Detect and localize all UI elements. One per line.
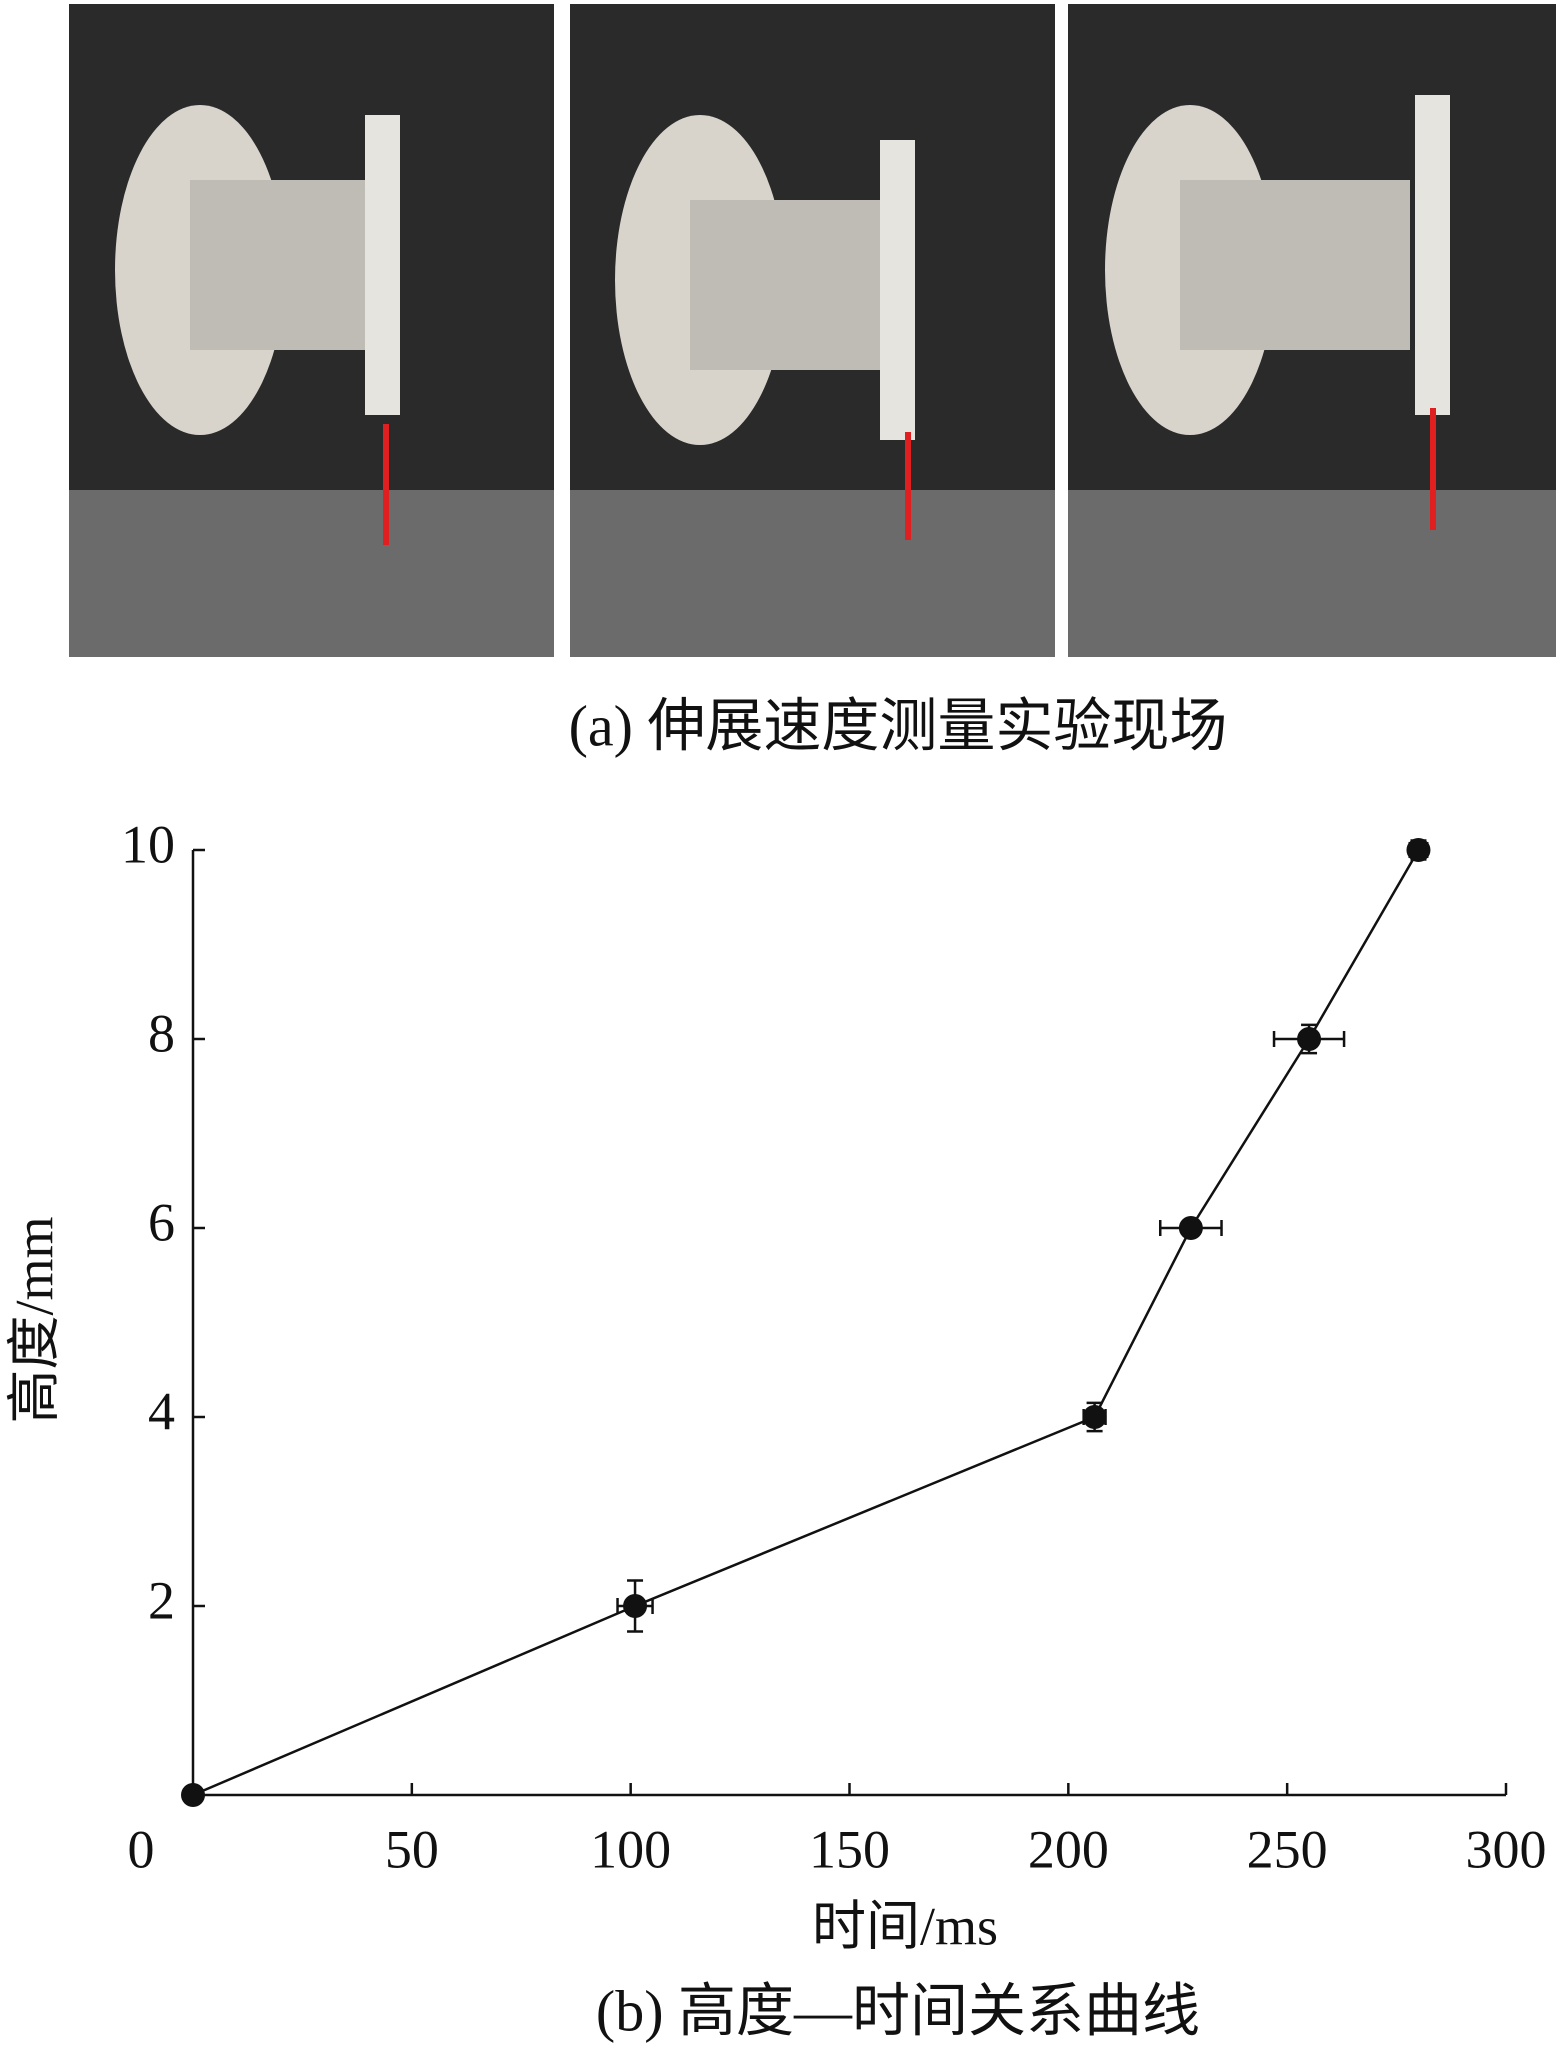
x-tick-label: 150	[809, 1819, 890, 1879]
x-tick-label: 100	[590, 1819, 671, 1879]
data-point	[1082, 1405, 1107, 1429]
caption: (b) 高度—时间关系曲线	[596, 1978, 1200, 2043]
photo-panels	[69, 4, 1556, 657]
y-axis-title: 高度/mm	[4, 1216, 64, 1423]
y-tick-label: 8	[148, 1003, 175, 1063]
x-tick-label: 200	[1028, 1819, 1109, 1879]
x-tick-label: 250	[1247, 1819, 1328, 1879]
y-tick-label: 2	[148, 1570, 175, 1630]
x-tick-label: 0	[128, 1819, 155, 1879]
y-tick-label: 6	[148, 1192, 175, 1252]
data-point	[1297, 1027, 1322, 1051]
photo	[1068, 4, 1556, 657]
data-line	[192, 849, 1420, 1797]
data-point	[1178, 1216, 1203, 1240]
y-tick-label: 4	[148, 1381, 175, 1441]
data-point	[1406, 838, 1431, 862]
photo	[69, 4, 554, 657]
photo	[570, 4, 1055, 657]
data-point	[181, 1783, 205, 1807]
x-axis-title: 时间/ms	[812, 1896, 998, 1956]
y-tick-label: 10	[121, 814, 175, 874]
x-tick-label: 300	[1466, 1819, 1547, 1879]
caption: (a) 伸展速度测量实验现场	[569, 693, 1228, 758]
x-tick-label: 50	[385, 1819, 439, 1879]
data-point	[623, 1594, 648, 1618]
